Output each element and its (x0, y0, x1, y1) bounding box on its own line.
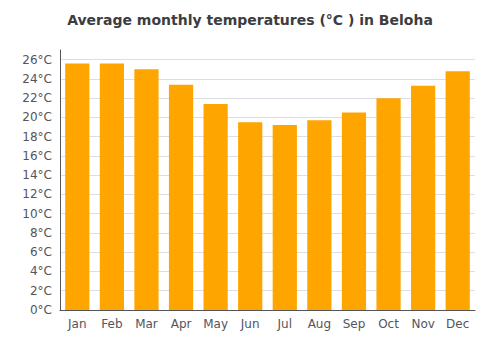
svg-text:Sep: Sep (343, 317, 366, 331)
svg-text:10°C: 10°C (22, 207, 52, 221)
svg-text:12°C: 12°C (22, 187, 52, 201)
svg-text:Apr: Apr (171, 317, 192, 331)
svg-text:May: May (203, 317, 228, 331)
svg-text:24°C: 24°C (22, 72, 52, 86)
svg-text:4°C: 4°C (30, 264, 52, 278)
svg-text:6°C: 6°C (30, 245, 52, 259)
svg-text:22°C: 22°C (22, 91, 52, 105)
svg-text:14°C: 14°C (22, 168, 52, 182)
svg-text:2°C: 2°C (30, 284, 52, 298)
svg-text:Average monthly temperatures (: Average monthly temperatures (°C ) in Be… (67, 12, 433, 28)
svg-text:16°C: 16°C (22, 149, 52, 163)
svg-text:Jul: Jul (277, 317, 292, 331)
svg-text:Dec: Dec (446, 317, 469, 331)
svg-text:26°C: 26°C (22, 53, 52, 67)
svg-text:Jan: Jan (67, 317, 87, 331)
svg-text:Jun: Jun (240, 317, 260, 331)
svg-text:Mar: Mar (135, 317, 158, 331)
svg-text:Feb: Feb (101, 317, 122, 331)
svg-text:20°C: 20°C (22, 110, 52, 124)
svg-text:Oct: Oct (378, 317, 399, 331)
svg-text:Nov: Nov (411, 317, 434, 331)
svg-text:18°C: 18°C (22, 130, 52, 144)
svg-text:8°C: 8°C (30, 226, 52, 240)
svg-text:Aug: Aug (308, 317, 331, 331)
svg-text:0°C: 0°C (30, 303, 52, 317)
